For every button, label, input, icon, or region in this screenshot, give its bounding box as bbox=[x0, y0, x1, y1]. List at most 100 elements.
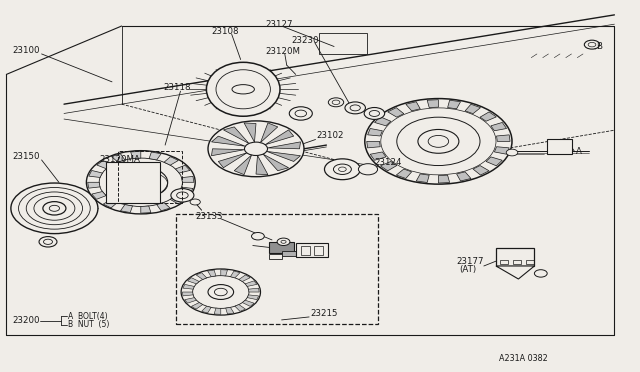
Polygon shape bbox=[406, 102, 420, 111]
Polygon shape bbox=[234, 155, 252, 175]
Polygon shape bbox=[427, 100, 438, 108]
Text: 23200: 23200 bbox=[13, 316, 40, 325]
Text: 23102: 23102 bbox=[317, 131, 344, 140]
Polygon shape bbox=[497, 135, 510, 141]
Bar bbox=[176, 214, 378, 324]
Text: 23215: 23215 bbox=[310, 309, 338, 318]
Polygon shape bbox=[196, 273, 207, 279]
Polygon shape bbox=[221, 270, 227, 276]
Polygon shape bbox=[260, 123, 278, 142]
Circle shape bbox=[190, 199, 200, 205]
Polygon shape bbox=[267, 151, 301, 161]
Polygon shape bbox=[244, 123, 256, 142]
Circle shape bbox=[86, 151, 195, 214]
Polygon shape bbox=[103, 199, 118, 208]
Circle shape bbox=[534, 270, 547, 277]
Circle shape bbox=[277, 238, 290, 246]
Bar bbox=[301, 246, 310, 255]
Polygon shape bbox=[247, 295, 259, 300]
Circle shape bbox=[418, 129, 459, 153]
Ellipse shape bbox=[206, 62, 280, 116]
Circle shape bbox=[328, 98, 344, 107]
Polygon shape bbox=[97, 160, 111, 169]
Polygon shape bbox=[182, 292, 193, 296]
Polygon shape bbox=[170, 196, 185, 204]
Circle shape bbox=[208, 285, 234, 299]
Text: 23133: 23133 bbox=[195, 212, 223, 221]
Circle shape bbox=[11, 183, 98, 234]
Circle shape bbox=[364, 108, 385, 119]
Text: A231A 0382: A231A 0382 bbox=[499, 355, 548, 363]
Polygon shape bbox=[438, 175, 450, 183]
Bar bbox=[547, 139, 572, 154]
Polygon shape bbox=[185, 298, 196, 303]
Polygon shape bbox=[239, 275, 250, 282]
Circle shape bbox=[181, 269, 260, 315]
Circle shape bbox=[358, 164, 378, 175]
Polygon shape bbox=[211, 136, 245, 146]
Polygon shape bbox=[175, 165, 190, 173]
Polygon shape bbox=[480, 112, 497, 121]
Polygon shape bbox=[111, 154, 125, 162]
Polygon shape bbox=[141, 206, 151, 213]
Polygon shape bbox=[388, 108, 404, 117]
Polygon shape bbox=[149, 152, 161, 160]
Polygon shape bbox=[256, 155, 268, 175]
Polygon shape bbox=[120, 205, 132, 212]
Bar bbox=[296, 243, 328, 257]
Polygon shape bbox=[226, 307, 234, 314]
Polygon shape bbox=[92, 192, 106, 199]
Circle shape bbox=[171, 189, 194, 202]
Text: 23118: 23118 bbox=[163, 83, 191, 92]
Polygon shape bbox=[202, 306, 211, 313]
Polygon shape bbox=[218, 153, 247, 168]
Bar bbox=[513, 260, 521, 264]
Polygon shape bbox=[248, 288, 259, 292]
Circle shape bbox=[244, 142, 268, 155]
Polygon shape bbox=[157, 202, 170, 211]
Bar bbox=[106, 162, 160, 203]
Text: 23177: 23177 bbox=[456, 257, 484, 266]
Text: 23150: 23150 bbox=[13, 153, 40, 161]
Circle shape bbox=[324, 159, 360, 180]
Polygon shape bbox=[456, 172, 471, 181]
Polygon shape bbox=[265, 130, 294, 145]
Polygon shape bbox=[207, 270, 216, 277]
Polygon shape bbox=[367, 128, 383, 136]
Circle shape bbox=[252, 232, 264, 240]
Bar bbox=[500, 260, 508, 264]
Polygon shape bbox=[191, 302, 203, 309]
Polygon shape bbox=[164, 157, 179, 165]
Polygon shape bbox=[473, 166, 489, 175]
Circle shape bbox=[39, 237, 57, 247]
Polygon shape bbox=[183, 284, 195, 289]
Circle shape bbox=[289, 107, 312, 120]
Polygon shape bbox=[367, 141, 380, 148]
Bar bbox=[319, 33, 367, 54]
Text: 23120M: 23120M bbox=[266, 47, 301, 56]
Text: B: B bbox=[596, 42, 602, 51]
Polygon shape bbox=[182, 176, 194, 182]
Polygon shape bbox=[416, 174, 429, 183]
Text: A: A bbox=[576, 147, 582, 156]
Circle shape bbox=[208, 121, 304, 177]
Polygon shape bbox=[494, 147, 509, 154]
Polygon shape bbox=[230, 271, 240, 278]
Polygon shape bbox=[447, 100, 461, 109]
Polygon shape bbox=[245, 281, 257, 286]
Bar bbox=[118, 151, 182, 203]
Circle shape bbox=[365, 99, 512, 184]
Text: 23127: 23127 bbox=[266, 20, 293, 29]
Text: (AT): (AT) bbox=[460, 265, 477, 274]
Bar bbox=[496, 248, 534, 266]
Text: 23120MA: 23120MA bbox=[99, 155, 140, 164]
Polygon shape bbox=[131, 151, 141, 158]
Polygon shape bbox=[491, 122, 507, 131]
Circle shape bbox=[506, 149, 518, 156]
Text: 23124: 23124 bbox=[374, 158, 402, 167]
Polygon shape bbox=[243, 300, 254, 307]
Polygon shape bbox=[188, 278, 199, 284]
Polygon shape bbox=[263, 154, 289, 171]
Polygon shape bbox=[235, 305, 246, 311]
Text: B  NUT  (5): B NUT (5) bbox=[68, 320, 110, 329]
